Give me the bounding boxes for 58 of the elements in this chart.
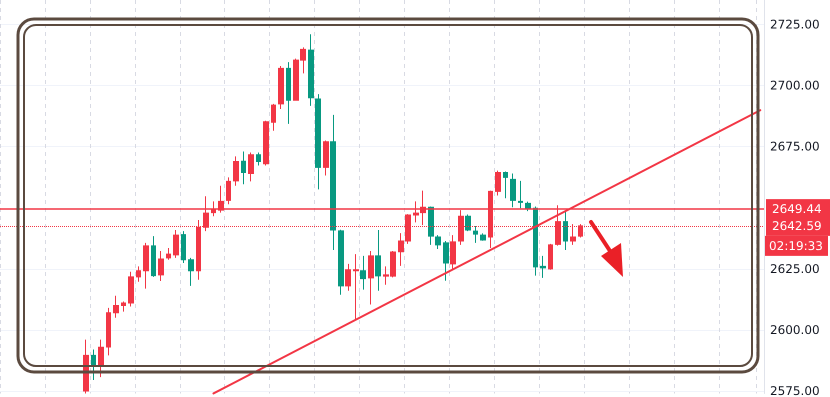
- candlestick: [181, 230, 186, 264]
- candlestick: [106, 307, 111, 356]
- candlestick: [443, 240, 449, 282]
- candlestick: [158, 250, 164, 282]
- candlestick: [345, 263, 351, 292]
- candlestick: [143, 242, 149, 290]
- y-tick-label: 2675.00: [770, 140, 820, 154]
- candlestick: [428, 206, 434, 246]
- candlestick: [450, 234, 456, 270]
- candlestick: [533, 206, 538, 276]
- candlestick: [435, 234, 441, 250]
- candlestick: [188, 257, 194, 286]
- candlestick: [330, 114, 336, 250]
- candlestick: [465, 214, 471, 232]
- y-tick-label: 2575.00: [770, 384, 820, 397]
- candlestick: [495, 170, 501, 196]
- candlestick: [338, 229, 344, 296]
- candlestick: [173, 229, 179, 258]
- candlestick: [368, 250, 374, 305]
- candlestick: [166, 248, 171, 260]
- candlestick: [315, 94, 321, 190]
- candlestick: [360, 255, 366, 290]
- candlestick: [263, 120, 269, 166]
- candlestick: [525, 201, 531, 212]
- candlestick: [91, 348, 96, 381]
- candlestick: [271, 103, 276, 132]
- candlestick: [151, 236, 156, 278]
- ref-line-label: 2642.59: [772, 218, 822, 233]
- y-tick-label: 2700.00: [770, 78, 820, 93]
- candlestick: [256, 152, 261, 166]
- candlestick: [540, 255, 546, 278]
- candlestick: [113, 295, 119, 318]
- candlestick: [375, 229, 381, 292]
- candlestick: [548, 243, 553, 270]
- candlestick: [121, 301, 126, 312]
- candlestick: [241, 151, 246, 185]
- candlestick: [473, 226, 478, 244]
- candlestick: [128, 271, 134, 307]
- candlestick: [233, 156, 239, 186]
- candlestick: [98, 339, 104, 378]
- ref-line-label: 2649.44: [772, 202, 822, 216]
- candlestick: [563, 210, 568, 250]
- candlestick: [308, 34, 314, 106]
- candlestick: [136, 266, 141, 282]
- candlestick: [503, 171, 508, 199]
- y-tick-label: 2625.00: [770, 262, 820, 276]
- candlestick: [510, 173, 516, 208]
- candlestick: [286, 62, 291, 124]
- candlestick: [480, 232, 486, 242]
- candlestick: [248, 152, 254, 182]
- candlestick: [226, 176, 231, 205]
- text: 02:19:33: [769, 238, 823, 253]
- y-tick-label: 2600.00: [770, 322, 820, 337]
- y-tick-label: 2725.00: [770, 17, 820, 32]
- candlestick: [518, 180, 523, 209]
- candlestick: [278, 65, 284, 110]
- candlestick: [353, 254, 359, 321]
- candlestick: [323, 140, 329, 176]
